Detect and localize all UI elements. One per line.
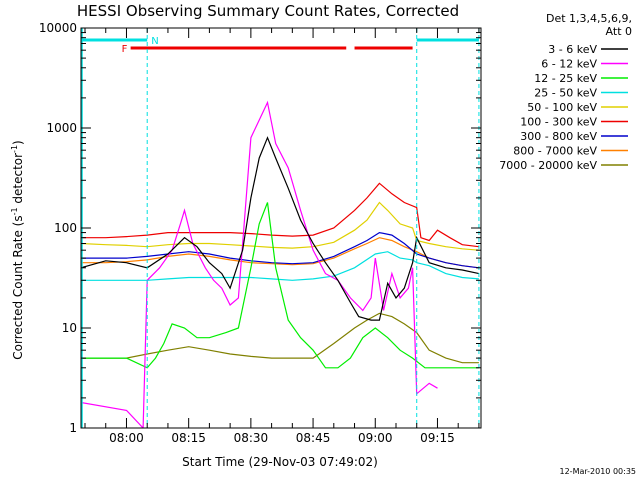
legend-label: 300 - 800 keV [520,130,597,143]
flag-layer: FN [80,28,480,428]
x-tick-label: 08:15 [171,431,206,445]
legend-label: 6 - 12 keV [541,58,597,71]
legend-label: 3 - 6 keV [548,43,597,56]
series-line-7000-20000-kev [81,312,479,364]
x-tick-label: 08:00 [109,431,144,445]
y-axis-title-end: ) [11,140,25,145]
y-tick-label: 1000 [46,121,77,135]
series-layer [81,100,480,428]
legend-label: 800 - 7000 keV [513,145,597,158]
y-tick-label: 10 [62,321,77,335]
legend-label: 50 - 100 keV [527,101,597,114]
night-flag-label: N [151,36,158,47]
flare-flag-label: F [122,44,128,55]
y-axis-title-sup1: -1 [10,207,19,215]
legend-header-line1: Det 1,3,4,5,6,9, [546,12,632,25]
series-line-3-6-kev [81,136,480,321]
legend-label: 7000 - 20000 keV [499,159,597,172]
x-tick-label: 08:30 [234,431,269,445]
x-axis-title: Start Time (29-Nov-03 07:49:02) [182,455,378,469]
series-line-300-800-kev [81,231,479,269]
footer-date: 12-Mar-2010 00:35 [560,467,637,476]
y-axis-title: Corrected Count Rate (s-1 detector-1) [10,140,25,359]
series-line-6-12-kev [81,100,438,428]
axes-layer: 1 10 100 1000 10000 08:00 08:15 08:30 08:45 09:00… [39,21,482,445]
svg-text:Corrected Count Rate (s-1 dete: Corrected Count Rate (s-1 detector-1) [10,140,25,359]
y-tick-label: 1 [69,421,77,435]
x-tick-label: 09:00 [358,431,393,445]
y-axis-title-main: Corrected Count Rate (s [11,215,25,359]
chart-title: HESSI Observing Summary Count Rates, Cor… [77,2,459,20]
y-axis-title-sup2: -1 [10,145,19,153]
legend: Det 1,3,4,5,6,9, Att 0 3 - 6 keV 6 - 12 k… [499,12,632,172]
y-axis-title-mid: detector [11,153,25,208]
y-tick-label: 100 [54,221,77,235]
legend-label: 12 - 25 keV [534,72,597,85]
series-line-12-25-kev [81,202,479,369]
legend-header-line2: Att 0 [606,25,632,38]
legend-label: 100 - 300 keV [520,116,597,129]
series-line-25-50-kev [81,251,479,281]
x-tick-label: 08:45 [296,431,331,445]
legend-label: 25 - 50 keV [534,87,597,100]
x-tick-label: 09:15 [420,431,455,445]
series-line-100-300-kev [81,182,479,248]
y-tick-label: 10000 [39,21,77,35]
series-line-800-7000-kev [81,237,479,269]
